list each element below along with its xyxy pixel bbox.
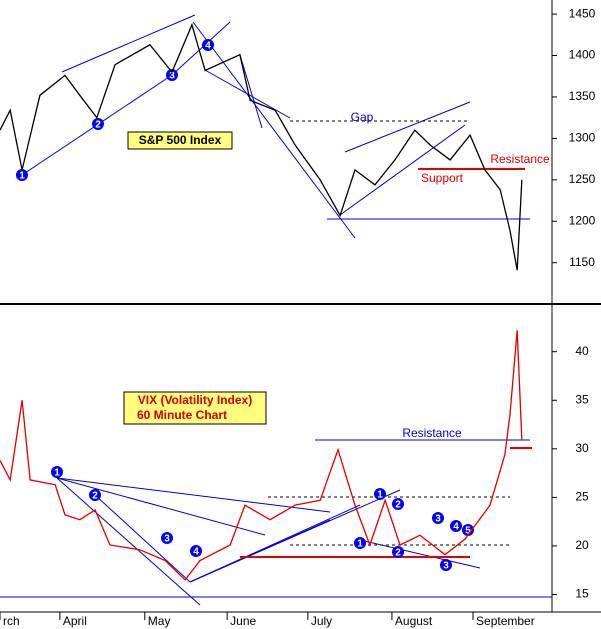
marker: 2 (95, 120, 101, 131)
marker: 3 (164, 534, 170, 545)
y-tick-label: 1400 (569, 48, 596, 62)
marker: 1 (377, 490, 383, 501)
marker: 3 (169, 71, 175, 82)
marker: 3 (435, 514, 441, 525)
marker: 2 (92, 491, 98, 502)
marker: 1 (357, 539, 363, 550)
x-tick-label: April (63, 614, 87, 628)
trend-lines (21, 14, 530, 239)
y-tick-label: 25 (575, 490, 589, 504)
marker: 4 (453, 522, 459, 533)
marker: 5 (465, 526, 471, 537)
label-box (123, 391, 267, 425)
annotation: Gap (351, 110, 374, 124)
x-tick-label: June (230, 614, 256, 628)
chart-title: VIX (Volatility Index) (138, 393, 252, 407)
marker: 4 (205, 41, 211, 52)
marker: 3 (443, 561, 449, 572)
x-tick-label: rch (3, 614, 20, 628)
marker: 4 (193, 547, 199, 558)
chart-subtitle: 60 Minute Chart (137, 408, 227, 422)
y-tick-label: 30 (575, 441, 589, 455)
y-tick-label: 1450 (569, 6, 596, 20)
marker: 1 (19, 171, 25, 182)
y-tick-label: 35 (575, 392, 589, 406)
y-tick-label: 40 (575, 344, 589, 358)
x-tick-label: September (476, 614, 535, 628)
annotation: Resistance (402, 426, 462, 440)
y-tick-label: 1250 (569, 172, 596, 186)
y-tick-label: 1200 (569, 213, 596, 227)
y-tick-label: 15 (575, 587, 589, 601)
y-tick-label: 1300 (569, 131, 596, 145)
trend-lines (0, 439, 552, 606)
wave-markers: 1 2 3 4 1 2 1 2 3 4 5 3 (51, 466, 474, 572)
price-line (0, 330, 523, 581)
y-tick-label: 1150 (569, 255, 595, 269)
marker: 2 (395, 548, 401, 559)
label-box (127, 131, 233, 150)
annotation: Resistance (490, 152, 550, 166)
x-tick-label: August (395, 614, 433, 628)
y-tick-label: 20 (575, 538, 589, 552)
y-tick-label: 1350 (569, 89, 596, 103)
x-tick-label: July (311, 614, 332, 628)
marker: 1 (54, 468, 60, 479)
x-tick-label: May (148, 614, 171, 628)
price-line (0, 22, 523, 271)
wave-markers: 1 2 3 4 (16, 39, 214, 182)
chart-title: S&P 500 Index (139, 133, 222, 147)
annotation: Support (421, 171, 464, 185)
marker: 2 (395, 500, 401, 511)
